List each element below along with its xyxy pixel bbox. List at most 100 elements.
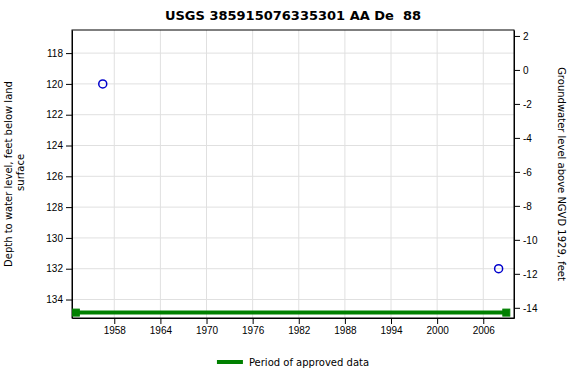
- legend: Period of approved data: [217, 357, 369, 368]
- y-axis-tick: 130: [46, 233, 72, 244]
- plot-frame: [72, 30, 514, 318]
- y-axis-tick-mark: [66, 207, 72, 208]
- x-axis-tick-mark: [437, 318, 438, 324]
- x-axis-tick-label: 1988: [334, 325, 357, 336]
- y2-axis-tick: -8: [514, 201, 532, 212]
- grid-line-x: [344, 30, 345, 318]
- y2-axis-tick: -6: [514, 167, 532, 178]
- y-axis: 118 120 122 124 126 128 130 132 134: [46, 31, 72, 319]
- y2-axis-tick-label: -14: [523, 303, 538, 314]
- x-axis-tick-label: 1976: [242, 325, 265, 336]
- point: [495, 265, 503, 273]
- x-axis-tick: 1958: [104, 318, 127, 336]
- x-axis-tick-label: 1982: [288, 325, 311, 336]
- y-axis-line: [72, 31, 73, 319]
- y2-axis-tick-label: -2: [523, 99, 532, 110]
- y2-axis-tick: -2: [514, 99, 532, 110]
- y2-axis-tick: -10: [514, 235, 538, 246]
- period-line: [76, 311, 506, 315]
- x-axis-tick-mark: [299, 318, 300, 324]
- y-axis-tick-mark: [66, 53, 72, 54]
- y-axis-tick-mark: [66, 115, 72, 116]
- x-axis-line: [73, 318, 515, 319]
- grid: [72, 30, 514, 318]
- x-axis-tick: 1976: [242, 318, 265, 336]
- y2-axis-tick-mark: [514, 206, 520, 207]
- y2-axis-tick: 2: [514, 31, 529, 42]
- y-axis-tick-label: 124: [46, 140, 63, 151]
- square-marker: [72, 309, 79, 316]
- y-axis-tick-label: 134: [46, 294, 63, 305]
- y2-axis-tick: -12: [514, 269, 538, 280]
- y-axis-tick-label: 126: [46, 171, 63, 182]
- y-axis-tick: 128: [46, 202, 72, 213]
- grid-line-y: [72, 268, 514, 269]
- y2-axis-tick-mark: [514, 172, 520, 173]
- y2-axis-tick-label: -4: [523, 133, 532, 144]
- y-axis-tick-label: 118: [47, 48, 63, 59]
- y2-axis-tick: -4: [514, 133, 532, 144]
- grid-line-y: [72, 145, 514, 146]
- grid-line-x: [391, 30, 392, 318]
- y-axis-tick-mark: [66, 84, 72, 85]
- x-axis-tick-label: 2000: [427, 325, 450, 336]
- y2-axis-tick-mark: [514, 240, 520, 241]
- y-axis-tick: 120: [46, 79, 72, 90]
- marks: [72, 80, 509, 316]
- x-axis-tick-mark: [160, 318, 161, 324]
- y2-axis-tick-mark: [514, 308, 520, 309]
- y-axis-tick: 122: [46, 109, 72, 120]
- x-axis-tick-label: 1958: [104, 325, 127, 336]
- y2-axis-line: [514, 31, 515, 319]
- x-axis: 1958 1964 1970 1976 1982 1988 1994 2000 2006: [73, 318, 515, 336]
- legend-label: Period of approved data: [249, 357, 369, 368]
- y-axis-tick-label: 132: [46, 263, 63, 274]
- y-axis-label: Depth to water level, feet below land su…: [3, 81, 26, 267]
- x-axis-tick-mark: [345, 318, 346, 324]
- y2-axis-tick-label: -6: [523, 167, 532, 178]
- y-axis-tick-mark: [66, 146, 72, 147]
- y2-axis-tick-label: 0: [523, 65, 529, 76]
- grid-line-y: [72, 114, 514, 115]
- grid-line-x: [114, 30, 115, 318]
- x-axis-tick: 1964: [150, 318, 173, 336]
- grid-line-y: [72, 176, 514, 177]
- x-axis-tick: 1994: [380, 318, 403, 336]
- y2-axis-tick: -14: [514, 303, 538, 314]
- x-axis-tick-mark: [207, 318, 208, 324]
- y-axis-tick-mark: [66, 300, 72, 301]
- y-axis-tick: 132: [46, 263, 72, 274]
- grid-line-x: [160, 30, 161, 318]
- y2-axis-tick-mark: [514, 36, 520, 37]
- y-axis-tick-label: 122: [46, 109, 63, 120]
- grid-line-x: [483, 30, 484, 318]
- grid-line-y: [72, 83, 514, 84]
- x-axis-tick-mark: [114, 318, 115, 324]
- x-axis-tick-label: 1994: [380, 325, 403, 336]
- y-axis-tick-label: 130: [46, 233, 63, 244]
- y2-axis-tick-label: -10: [523, 235, 538, 246]
- y2-axis-tick-label: 2: [523, 31, 529, 42]
- grid-line-x: [437, 30, 438, 318]
- series: [72, 309, 509, 316]
- x-axis-tick: 1970: [196, 318, 219, 336]
- x-axis-tick: 2006: [473, 318, 496, 336]
- series: [99, 80, 503, 273]
- x-axis-tick: 1982: [288, 318, 311, 336]
- title: USGS 385915076335301 AA De 88: [165, 8, 421, 23]
- y2-axis: 2 0 -2 -4 -6 -8 -10 -12 -14: [514, 31, 538, 319]
- grid-line-y: [72, 299, 514, 300]
- y2-axis-tick-label: -8: [523, 201, 532, 212]
- square-marker: [503, 309, 510, 316]
- point: [99, 80, 107, 88]
- y-axis-tick-label: 128: [46, 202, 63, 213]
- legend-item: Period of approved data: [217, 357, 369, 368]
- x-axis-tick-label: 1970: [196, 325, 219, 336]
- grid-line-x: [298, 30, 299, 318]
- grid-line-y: [72, 237, 514, 238]
- y2-axis-label: Groundwater level above NGVD 1929, feet: [556, 67, 567, 281]
- y-axis-tick: 118: [47, 48, 72, 59]
- legend-swatch: [217, 360, 243, 364]
- grid-line-y: [72, 53, 514, 54]
- x-axis-tick-mark: [253, 318, 254, 324]
